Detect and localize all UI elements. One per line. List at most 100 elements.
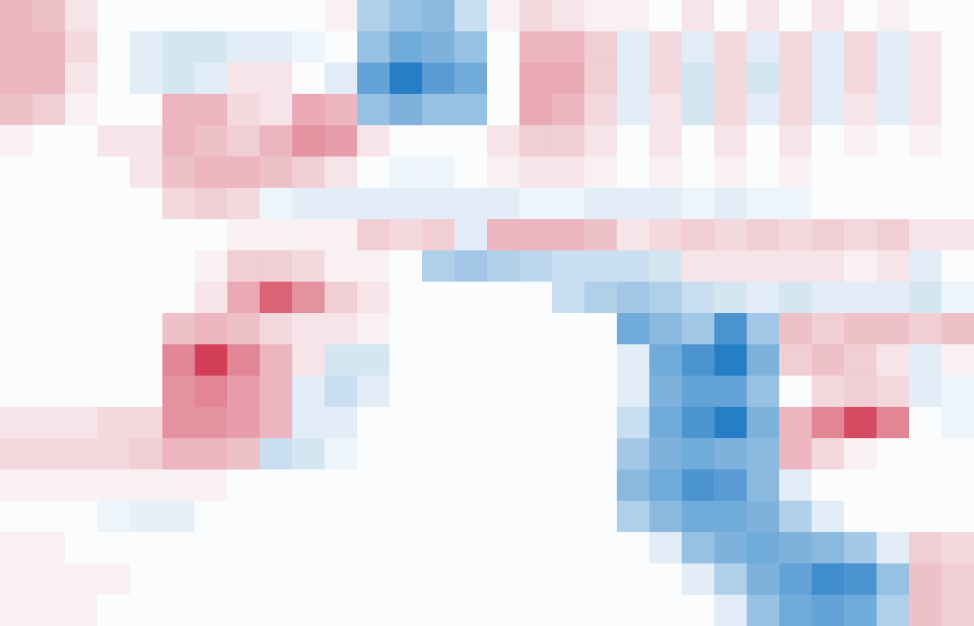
heatmap-cell [32,407,65,439]
heatmap-cell [292,501,325,533]
heatmap-cell [32,344,65,376]
heatmap-cell [844,313,877,345]
heatmap-cell [714,94,747,126]
heatmap-cell [649,470,682,502]
heatmap-cell [747,0,780,32]
heatmap-cell [455,344,488,376]
heatmap-cell [812,219,845,251]
heatmap-cell [584,501,617,533]
heatmap-cell [844,595,877,626]
heatmap-cell [844,125,877,157]
heatmap-cell [747,313,780,345]
heatmap-cell [909,219,942,251]
heatmap-cell [779,125,812,157]
heatmap-cell [292,125,325,157]
heatmap-cell [714,313,747,345]
heatmap-cell [617,282,650,314]
heatmap-cell [714,470,747,502]
heatmap-cell [130,94,163,126]
heatmap-cell [130,188,163,220]
heatmap-cell [292,407,325,439]
heatmap-cell [552,563,585,595]
heatmap-cell [779,532,812,564]
heatmap-cell [195,31,228,63]
heatmap-cell [844,188,877,220]
heatmap-cell [65,313,98,345]
heatmap-cell [0,595,33,626]
heatmap-cell [292,31,325,63]
heatmap-cell [260,250,293,282]
heatmap-cell [390,438,423,470]
heatmap-cell [390,219,423,251]
heatmap-cell [455,407,488,439]
heatmap-cell [909,63,942,95]
heatmap-cell [65,282,98,314]
heatmap-cell [877,219,910,251]
heatmap-cell [65,31,98,63]
heatmap-cell [877,438,910,470]
heatmap-cell [519,438,552,470]
heatmap-cell [357,250,390,282]
heatmap-cell [162,313,195,345]
heatmap-cell [617,0,650,32]
heatmap-cell [682,532,715,564]
heatmap-cell [65,94,98,126]
heatmap-cell [292,219,325,251]
heatmap-cell [812,407,845,439]
heatmap-cell [162,94,195,126]
heatmap-cell [519,595,552,626]
heatmap-chart [0,0,974,626]
heatmap-cell [942,376,974,408]
heatmap-cell [682,31,715,63]
heatmap-cell [32,0,65,32]
heatmap-cell [162,188,195,220]
heatmap-cell [390,31,423,63]
heatmap-cell [552,376,585,408]
heatmap-cell [682,313,715,345]
heatmap-cell [877,94,910,126]
heatmap-cell [714,532,747,564]
heatmap-cell [649,125,682,157]
heatmap-cell [65,157,98,189]
heatmap-cell [162,125,195,157]
heatmap-cell [162,501,195,533]
heatmap-cell [714,563,747,595]
heatmap-cell [877,0,910,32]
heatmap-cell [812,501,845,533]
heatmap-cell [649,344,682,376]
heatmap-cell [325,125,358,157]
heatmap-cell [584,125,617,157]
heatmap-cell [649,532,682,564]
heatmap-cell [227,438,260,470]
heatmap-cell [97,219,130,251]
heatmap-cell [812,31,845,63]
heatmap-cell [260,219,293,251]
heatmap-cell [519,94,552,126]
heatmap-cell [130,250,163,282]
heatmap-cell [942,470,974,502]
heatmap-cell [487,157,520,189]
heatmap-cell [65,125,98,157]
heatmap-cell [422,595,455,626]
heatmap-cell [649,563,682,595]
heatmap-cell [909,313,942,345]
heatmap-cell [325,563,358,595]
heatmap-cell [0,376,33,408]
heatmap-cell [844,563,877,595]
heatmap-cell [487,0,520,32]
heatmap-cell [195,595,228,626]
heatmap-cell [877,282,910,314]
heatmap-cell [487,595,520,626]
heatmap-cell [292,94,325,126]
heatmap-cell [227,376,260,408]
heatmap-cell [779,595,812,626]
heatmap-cell [260,407,293,439]
heatmap-cell [942,63,974,95]
heatmap-cell [617,563,650,595]
heatmap-cell [195,407,228,439]
heatmap-cell [325,0,358,32]
heatmap-cell [487,219,520,251]
heatmap-cell [65,501,98,533]
heatmap-cell [65,250,98,282]
heatmap-cell [455,282,488,314]
